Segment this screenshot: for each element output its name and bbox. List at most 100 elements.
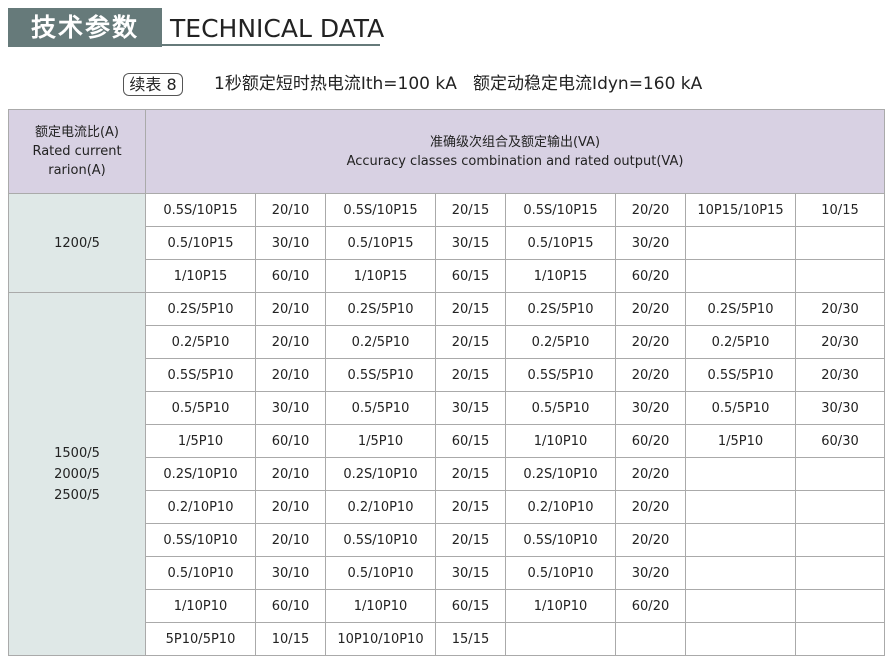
cell: 30/20 xyxy=(615,391,686,425)
cell: 20/15 xyxy=(435,358,506,392)
cell: 10/15 xyxy=(255,622,326,656)
title-en: TECHNICAL DATA xyxy=(170,14,385,43)
table-row: 0.5/10P10 30/10 0.5/10P10 30/15 0.5/10P10 30/… xyxy=(9,556,886,590)
header-line: rarion(A) xyxy=(48,163,106,178)
underline xyxy=(162,44,380,46)
cell: 0.5S/5P10 xyxy=(505,358,616,392)
cell: 0.5/10P15 xyxy=(145,226,256,260)
cell: 30/30 xyxy=(794,391,886,425)
cell: 20/10 xyxy=(255,193,326,227)
ratio: 1500/5 xyxy=(54,445,100,461)
cell: 60/20 xyxy=(615,259,686,293)
cell: 0.5/10P15 xyxy=(505,226,616,260)
empty-cell xyxy=(794,259,886,293)
table-row: 0.5/10P15 30/10 0.5/10P15 30/15 0.5/10P15 30/… xyxy=(9,226,886,260)
cell: 60/30 xyxy=(794,424,886,458)
cell: 1/5P10 xyxy=(685,424,796,458)
table-row: 0.5S/5P10 20/10 0.5S/5P10 20/15 0.5S/5P10 20/… xyxy=(9,358,886,392)
cell: 1/10P10 xyxy=(505,424,616,458)
cell: 1/10P15 xyxy=(505,259,616,293)
table-row: 1/10P10 60/10 1/10P10 60/15 1/10P10 60/20 xyxy=(9,589,886,623)
cell: 60/15 xyxy=(435,589,506,623)
cell: 0.2/5P10 xyxy=(145,325,256,359)
cell: 20/20 xyxy=(615,193,686,227)
header-line: 准确级次组合及额定输出(VA) xyxy=(429,134,601,150)
cell: 20/20 xyxy=(615,292,686,326)
cell: 0.5/5P10 xyxy=(685,391,796,425)
data-table: 额定电流比(A) Rated current rarion(A) 准确级次组合及额定输… xyxy=(8,109,886,656)
cell: 20/10 xyxy=(255,457,326,491)
cell: 20/20 xyxy=(615,325,686,359)
cell: 0.2/10P10 xyxy=(145,490,256,524)
cell: 0.2S/5P10 xyxy=(505,292,616,326)
cell: 30/10 xyxy=(255,391,326,425)
cell: 0.2/5P10 xyxy=(685,325,796,359)
table-row: 0.5/5P10 30/10 0.5/5P10 30/15 0.5/5P10 30/20 0… xyxy=(9,391,886,425)
cell: 15/15 xyxy=(435,622,506,656)
empty-cell xyxy=(685,523,796,557)
cell: 60/10 xyxy=(255,259,326,293)
empty-cell xyxy=(685,457,796,491)
cell: 60/10 xyxy=(255,424,326,458)
empty-cell xyxy=(505,622,616,656)
cell: 20/15 xyxy=(435,325,506,359)
cell: 60/15 xyxy=(435,259,506,293)
cell: 30/15 xyxy=(435,556,506,590)
header-row: 额定电流比(A) Rated current rarion(A) 准确级次组合及额定输… xyxy=(8,109,886,194)
ratio: 1200/5 xyxy=(54,235,100,251)
empty-cell xyxy=(685,589,796,623)
empty-cell xyxy=(685,490,796,524)
empty-cell xyxy=(794,226,886,260)
cell: 30/15 xyxy=(435,391,506,425)
empty-cell xyxy=(794,523,886,557)
cell: 30/10 xyxy=(255,556,326,590)
ratio-cell: 1200/5 xyxy=(8,193,146,293)
table-row: 0.2/10P10 20/10 0.2/10P10 20/15 0.2/10P10 20/… xyxy=(9,490,886,524)
cell: 1/10P10 xyxy=(325,589,436,623)
cell: 0.2S/5P10 xyxy=(325,292,436,326)
table-row: 1500/5 2000/5 2500/5 0.2S/5P10 20/10 0.2S/5P1… xyxy=(8,292,886,656)
cell: 60/20 xyxy=(615,589,686,623)
cell: 30/15 xyxy=(435,226,506,260)
cell: 0.2/10P10 xyxy=(325,490,436,524)
ratio: 2500/5 xyxy=(54,487,100,503)
cell: 1/5P10 xyxy=(325,424,436,458)
table-row: 0.5S/10P10 20/10 0.5S/10P10 20/15 0.5S/10P10… xyxy=(9,523,886,557)
cell: 20/15 xyxy=(435,490,506,524)
cell: 0.5S/10P15 xyxy=(505,193,616,227)
subtitle: 1秒额定短时热电流Ith=100 kA 额定动稳定电流Idyn=160 kA xyxy=(214,74,703,94)
cell: 10P15/10P15 xyxy=(685,193,796,227)
ratio-cell: 1500/5 2000/5 2500/5 xyxy=(8,292,146,656)
cell: 20/15 xyxy=(435,457,506,491)
cell: 0.2S/10P10 xyxy=(325,457,436,491)
cell: 10P10/10P10 xyxy=(325,622,436,656)
table-row: 1/5P10 60/10 1/5P10 60/15 1/10P10 60/20 1/5P10… xyxy=(9,424,886,458)
cell: 0.2/10P10 xyxy=(505,490,616,524)
cell: 20/30 xyxy=(794,358,886,392)
cell: 30/10 xyxy=(255,226,326,260)
cell: 60/20 xyxy=(615,424,686,458)
cell: 0.2S/10P10 xyxy=(145,457,256,491)
cell: 20/15 xyxy=(435,292,506,326)
cell: 20/15 xyxy=(435,523,506,557)
title-cn: 技术参数 xyxy=(8,8,162,47)
cell: 20/20 xyxy=(615,490,686,524)
cell: 20/20 xyxy=(615,358,686,392)
table-row: 0.2/5P10 20/10 0.2/5P10 20/15 0.2/5P10 20/20 0… xyxy=(9,325,886,359)
cell: 10/15 xyxy=(794,193,886,227)
empty-cell xyxy=(615,622,686,656)
empty-cell xyxy=(794,490,886,524)
cell: 20/10 xyxy=(255,490,326,524)
cell: 0.2/5P10 xyxy=(505,325,616,359)
cell: 0.2S/5P10 xyxy=(685,292,796,326)
cell: 20/10 xyxy=(255,292,326,326)
header-line: Accuracy classes combination and rated o… xyxy=(346,153,684,169)
cell: 0.5/10P10 xyxy=(145,556,256,590)
empty-cell xyxy=(685,259,796,293)
cell: 0.5/5P10 xyxy=(505,391,616,425)
cell: 0.5S/5P10 xyxy=(145,358,256,392)
cell: 0.2/5P10 xyxy=(325,325,436,359)
cell: 0.5/5P10 xyxy=(145,391,256,425)
table-row: 1/10P15 60/10 1/10P15 60/15 1/10P15 60/20 xyxy=(9,259,886,293)
